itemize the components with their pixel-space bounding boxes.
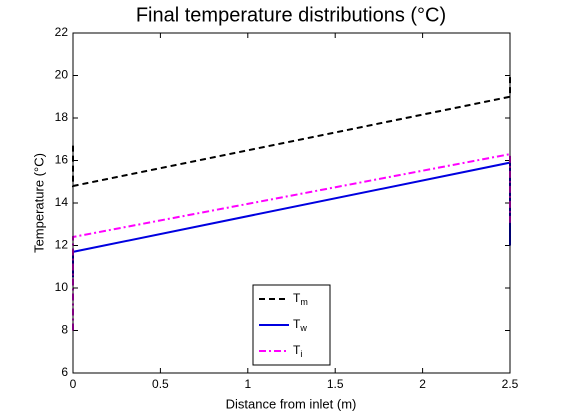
y-tick-label: 10 <box>55 280 69 294</box>
plot-frame <box>72 32 511 374</box>
y-tick-label: 14 <box>55 195 69 209</box>
legend-label-sub: i <box>300 349 302 359</box>
legend-label: Ti <box>293 343 302 359</box>
y-tick-label: 12 <box>55 238 69 252</box>
x-tick-label: 0.5 <box>152 377 169 391</box>
legend-label: Tw <box>293 317 307 333</box>
legend-label-sub: m <box>300 297 308 307</box>
legend-label: Tm <box>293 291 308 307</box>
y-tick-label: 20 <box>55 68 69 82</box>
x-tick-label: 1.5 <box>327 377 344 391</box>
y-tick-label: 8 <box>61 323 68 337</box>
x-tick-label: 0 <box>70 377 77 391</box>
x-tick-label: 2.5 <box>502 377 519 391</box>
legend-label-main: T <box>293 291 301 305</box>
legend-label-sub: w <box>299 323 307 333</box>
legend-label-main: T <box>293 317 301 331</box>
x-tick-label: 2 <box>419 377 426 391</box>
y-axis-label: Temperature (°C) <box>31 153 46 253</box>
y-tick-label: 6 <box>61 365 68 379</box>
x-tick-label: 1 <box>244 377 251 391</box>
x-axis-label: Distance from inlet (m) <box>226 396 357 411</box>
y-tick-label: 18 <box>55 110 69 124</box>
chart-title: Final temperature distributions (°C) <box>136 4 446 26</box>
y-tick-label: 22 <box>55 25 69 39</box>
legend-label-main: T <box>293 343 301 357</box>
y-tick-label: 16 <box>55 153 69 167</box>
